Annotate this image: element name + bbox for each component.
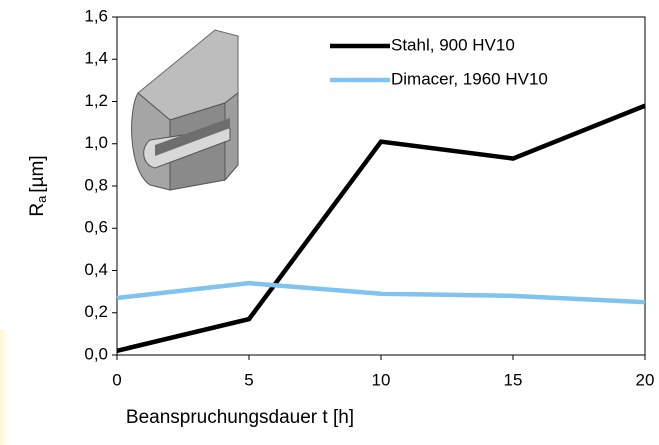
- x-tick-label: 20: [636, 370, 655, 389]
- profile-icon: [131, 29, 239, 191]
- y-tick-label: 0,8: [84, 175, 108, 194]
- y-tick-label: 0,0: [84, 344, 108, 363]
- legend-label: Stahl, 900 HV10: [391, 35, 515, 54]
- y-label-subscript: a: [34, 195, 49, 203]
- y-label-symbol: R: [27, 203, 48, 217]
- y-tick-label: 1,6: [84, 6, 108, 25]
- x-tick-label: 5: [244, 370, 253, 389]
- y-axis-label: Ra [µm]: [27, 155, 49, 216]
- y-tick-label: 1,4: [84, 49, 108, 68]
- x-tick-label: 15: [504, 370, 523, 389]
- y-tick-label: 0,2: [84, 302, 108, 321]
- series-line: [116, 280, 646, 305]
- series-line: [116, 103, 646, 353]
- y-tick-label: 0,6: [84, 218, 108, 237]
- y-tick-label: 1,0: [84, 133, 108, 152]
- y-label-unit: [µm]: [27, 155, 48, 192]
- y-tick-label: 1,2: [84, 91, 108, 110]
- background-tint: [0, 330, 14, 445]
- legend-label: Dimacer, 1960 HV10: [391, 69, 548, 88]
- x-tick-label: 0: [112, 370, 121, 389]
- y-tick-label: 0,4: [84, 260, 108, 279]
- x-axis-label: Beanspruchungsdauer t [h]: [126, 407, 354, 428]
- x-tick-label: 10: [372, 370, 391, 389]
